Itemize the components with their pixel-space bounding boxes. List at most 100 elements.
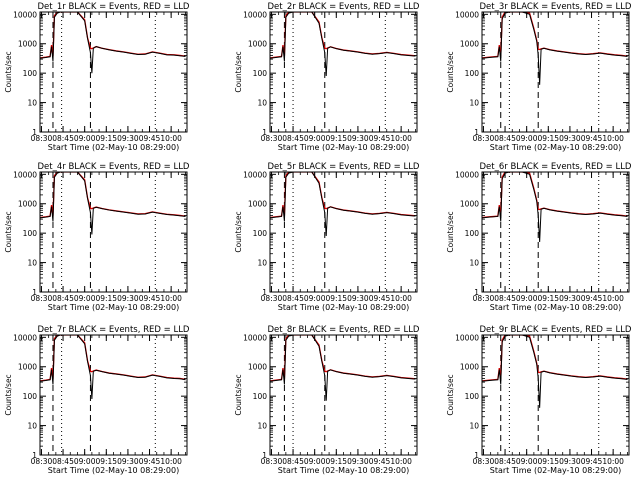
x-tick-label: 09:00 <box>516 134 538 143</box>
x-tick-label: 09:30 <box>117 457 139 466</box>
x-tick-label: 10:00 <box>390 294 412 303</box>
x-tick-label: 09:45 <box>369 134 391 143</box>
y-tick-label: 10000 <box>243 170 267 179</box>
x-tick-label: 08:45 <box>52 457 74 466</box>
x-tick-label: 08:45 <box>52 294 74 303</box>
x-tick-label: 09:45 <box>581 294 603 303</box>
x-tick-label: 09:00 <box>74 457 96 466</box>
y-tick-label: 10 <box>469 422 479 431</box>
y-tick-label: 100 <box>253 69 268 78</box>
y-tick-label: 1 <box>32 451 37 460</box>
panel-2: 1 10 100 1000 10000 08:30 08:45 09:00 09:15 09:30… <box>234 2 420 152</box>
y-tick-label: 100 <box>23 392 38 401</box>
y-tick-label: 1 <box>32 288 37 297</box>
series-line-lld <box>270 172 416 219</box>
panel-3: 1 10 100 1000 10000 08:30 08:45 09:00 09:15 09:30… <box>446 2 632 152</box>
x-axis-label: Start Time (02-May-10 08:29:00) <box>278 303 409 312</box>
y-tick-label: 10000 <box>13 333 37 342</box>
x-tick-label: 10:00 <box>602 134 624 143</box>
x-tick-label: 09:45 <box>139 457 161 466</box>
series-line-lld <box>40 12 186 59</box>
y-tick-label: 1000 <box>248 200 267 209</box>
x-tick-label: 09:15 <box>325 294 347 303</box>
x-axis-label: Start Time (02-May-10 08:29:00) <box>490 303 621 312</box>
x-tick-label: 08:30 <box>31 457 53 466</box>
y-tick-label: 10000 <box>455 170 479 179</box>
x-tick-label: 10:00 <box>160 134 182 143</box>
y-tick-label: 1000 <box>248 40 267 49</box>
y-tick-label: 100 <box>465 229 480 238</box>
y-tick-label: 1000 <box>248 363 267 372</box>
y-tick-label: 1 <box>474 288 479 297</box>
y-tick-label: 100 <box>465 69 480 78</box>
panel-title: Det_8r BLACK = Events, RED = LLD <box>268 325 420 335</box>
y-axis-label: Counts/sec <box>234 211 243 252</box>
series-line-events <box>482 335 628 408</box>
y-tick-label: 1000 <box>460 200 479 209</box>
x-tick-label: 09:30 <box>347 294 369 303</box>
plot-frame <box>269 171 418 293</box>
y-tick-label: 1 <box>474 451 479 460</box>
y-tick-label: 1000 <box>18 363 37 372</box>
y-tick-label: 100 <box>23 229 38 238</box>
x-tick-label: 09:45 <box>581 457 603 466</box>
x-tick-label: 08:30 <box>473 457 495 466</box>
x-tick-label: 09:45 <box>139 294 161 303</box>
panel-6: 1 10 100 1000 10000 08:30 08:45 09:00 09:15 09:30… <box>446 162 632 312</box>
x-tick-label: 08:45 <box>494 457 516 466</box>
x-tick-label: 09:30 <box>117 294 139 303</box>
x-tick-label: 09:45 <box>139 134 161 143</box>
panel-4: 1 10 100 1000 10000 08:30 08:45 09:00 09:15 09:30… <box>4 162 190 312</box>
y-tick-label: 10000 <box>13 170 37 179</box>
y-tick-label: 100 <box>253 229 268 238</box>
x-tick-label: 09:45 <box>369 294 391 303</box>
x-tick-label: 09:30 <box>559 134 581 143</box>
x-tick-label: 08:30 <box>261 134 283 143</box>
x-axis-label: Start Time (02-May-10 08:29:00) <box>48 303 179 312</box>
plot-frame <box>481 334 630 456</box>
panel-7: 1 10 100 1000 10000 08:30 08:45 09:00 09:15 09:30… <box>4 325 190 475</box>
series-line-events <box>270 12 416 77</box>
x-axis-label: Start Time (02-May-10 08:29:00) <box>48 466 179 475</box>
y-tick-label: 10 <box>469 99 479 108</box>
x-tick-label: 09:00 <box>74 294 96 303</box>
x-tick-label: 09:00 <box>74 134 96 143</box>
x-tick-label: 09:15 <box>325 134 347 143</box>
y-tick-label: 100 <box>253 392 268 401</box>
x-tick-label: 08:30 <box>261 457 283 466</box>
y-tick-label: 10 <box>27 99 37 108</box>
x-tick-label: 09:30 <box>117 134 139 143</box>
x-tick-label: 09:15 <box>537 457 559 466</box>
y-tick-label: 1 <box>474 128 479 137</box>
x-tick-label: 10:00 <box>602 294 624 303</box>
x-tick-label: 08:30 <box>473 134 495 143</box>
y-axis-label: Counts/sec <box>4 374 13 415</box>
y-tick-label: 10 <box>27 259 37 268</box>
panel-title: Det_6r BLACK = Events, RED = LLD <box>480 162 632 172</box>
plot-frame <box>269 334 418 456</box>
x-tick-label: 10:00 <box>602 457 624 466</box>
x-tick-label: 09:30 <box>559 294 581 303</box>
y-axis-label: Counts/sec <box>446 211 455 252</box>
y-tick-label: 10000 <box>243 10 267 19</box>
x-tick-label: 10:00 <box>390 457 412 466</box>
series-line-events <box>40 335 186 400</box>
panel-title: Det_1r BLACK = Events, RED = LLD <box>38 2 190 12</box>
y-tick-label: 10 <box>257 99 267 108</box>
x-tick-label: 09:15 <box>95 294 117 303</box>
y-tick-label: 10 <box>469 259 479 268</box>
x-tick-label: 08:45 <box>494 134 516 143</box>
y-axis-label: Counts/sec <box>234 51 243 92</box>
x-axis-label: Start Time (02-May-10 08:29:00) <box>490 143 621 152</box>
x-tick-label: 09:15 <box>537 294 559 303</box>
x-tick-label: 09:30 <box>347 457 369 466</box>
x-axis-label: Start Time (02-May-10 08:29:00) <box>278 466 409 475</box>
panel-title: Det_3r BLACK = Events, RED = LLD <box>480 2 632 12</box>
y-axis-label: Counts/sec <box>4 51 13 92</box>
panel-title: Det_5r BLACK = Events, RED = LLD <box>268 162 420 172</box>
x-tick-label: 09:30 <box>559 457 581 466</box>
x-tick-label: 10:00 <box>160 457 182 466</box>
x-tick-label: 08:45 <box>282 294 304 303</box>
series-line-events <box>482 12 628 85</box>
y-tick-label: 10 <box>257 259 267 268</box>
